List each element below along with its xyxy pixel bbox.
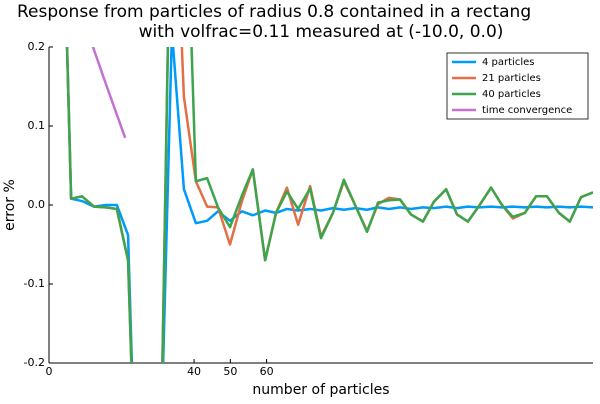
- y-tick-label: -0.1: [24, 277, 45, 290]
- x-axis-label: number of particles: [252, 382, 389, 398]
- legend-label: 21 particles: [482, 73, 541, 84]
- x-tick-label: 60: [260, 365, 274, 378]
- legend-box: [446, 52, 589, 120]
- y-tick-label: 0.2: [28, 40, 46, 53]
- legend-label: 40 particles: [482, 89, 541, 100]
- data-line: [65, 47, 593, 363]
- y-axis-label: error %: [2, 179, 18, 231]
- chart-title: Response from particles of radius 0.8 co…: [17, 2, 531, 22]
- x-tick-label: 50: [223, 365, 237, 378]
- plot-area: [65, 47, 593, 363]
- y-tick-label: 0.1: [28, 119, 46, 132]
- y-tick-label: -0.2: [24, 356, 45, 369]
- x-tick-label: 40: [187, 365, 201, 378]
- x-tick-label: 0: [46, 365, 53, 378]
- legend-label: 4 particles: [482, 57, 534, 68]
- y-tick-label: 0.0: [28, 198, 46, 211]
- chart-title: with volfrac=0.11 measured at (-10.0, 0.…: [139, 22, 504, 42]
- legend-label: time convergence: [482, 105, 572, 116]
- data-line: [91, 47, 127, 139]
